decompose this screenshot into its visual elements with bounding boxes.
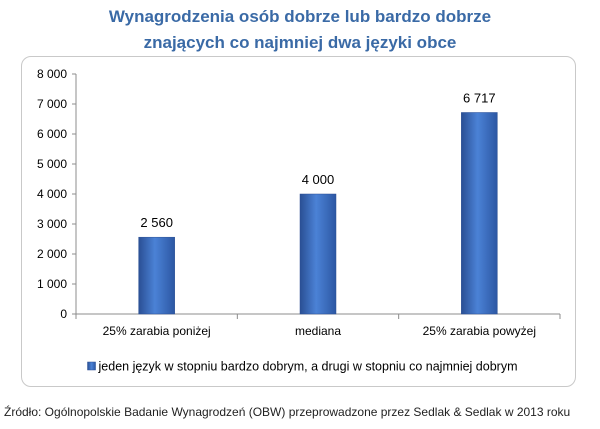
bar <box>299 193 337 315</box>
y-tick-label: 7 000 <box>37 97 67 111</box>
bar <box>138 236 175 315</box>
bar <box>461 112 498 315</box>
chart-title-line-2: znających co najmniej dwa języki obce <box>143 33 457 52</box>
legend-swatch <box>87 361 96 371</box>
chart-title-line-1: Wynagrodzenia osób dobrze lub bardzo dob… <box>108 7 492 26</box>
y-tick-label: 1 000 <box>37 277 67 291</box>
x-tick-label: 25% zarabia powyżej <box>423 324 536 338</box>
y-tick-label: 3 000 <box>37 217 67 231</box>
y-tick-label: 0 <box>60 307 67 321</box>
legend-label: jeden język w stopniu bardzo dobrym, a d… <box>98 360 518 374</box>
x-tick-label: 25% zarabia poniżej <box>103 324 211 338</box>
y-tick-label: 4 000 <box>37 187 67 201</box>
y-tick-label: 8 000 <box>37 67 67 81</box>
y-tick-label: 5 000 <box>37 157 67 171</box>
data-label: 6 717 <box>463 90 496 105</box>
source-note: Źródło: Ogólnopolskie Badanie Wynagrodze… <box>4 405 571 419</box>
chart-title: Wynagrodzenia osób dobrze lub bardzo dob… <box>0 4 600 56</box>
y-tick-label: 2 000 <box>37 247 67 261</box>
data-label: 2 560 <box>140 215 173 230</box>
x-tick-label: mediana <box>295 324 341 338</box>
y-tick-label: 6 000 <box>37 127 67 141</box>
data-label: 4 000 <box>302 172 335 187</box>
